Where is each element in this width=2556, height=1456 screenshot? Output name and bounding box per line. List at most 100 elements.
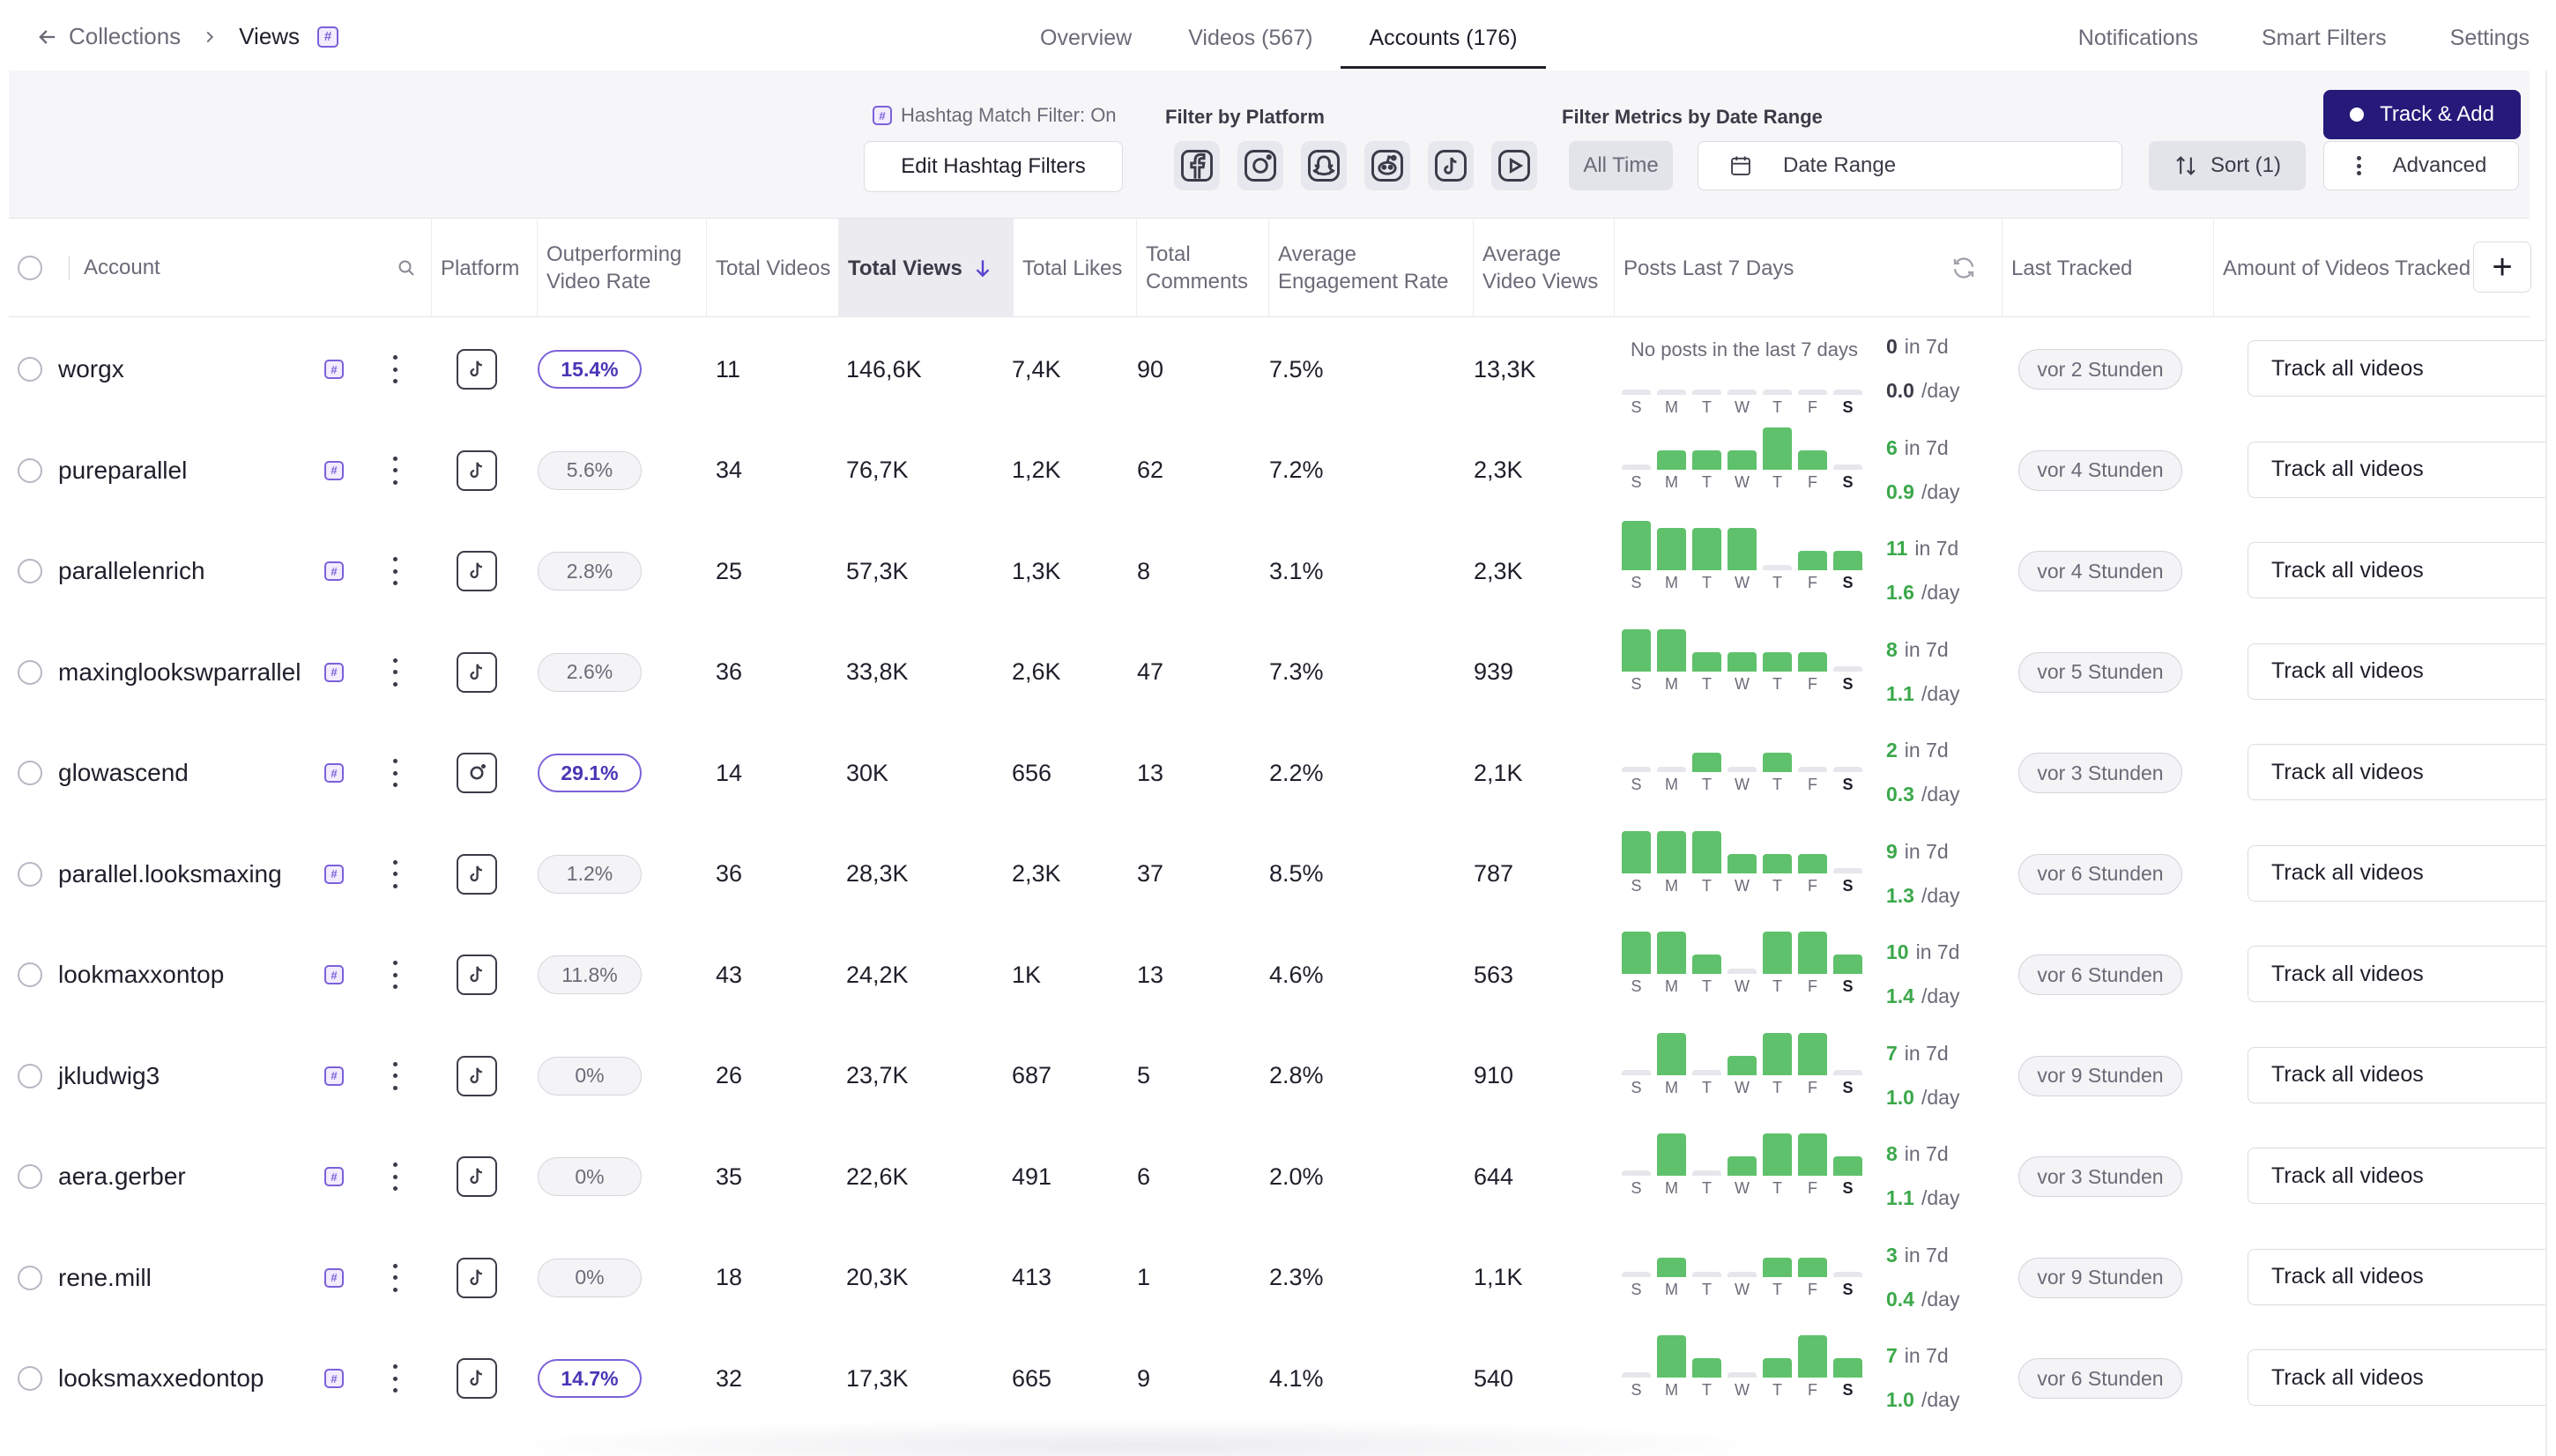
tab-overview[interactable]: Overview xyxy=(1040,26,1133,50)
header-amount-tracked[interactable]: Amount of Videos Tracked xyxy=(2223,256,2471,280)
header-total-videos[interactable]: Total Videos xyxy=(707,219,839,317)
header-avg-views[interactable]: Average Video Views xyxy=(1474,219,1615,317)
table-row[interactable]: lookmaxxontop #11.8% 43 24,2K 1K 13 4.6% 563 S M T… xyxy=(9,925,2547,1025)
vertical-scrollbar[interactable] xyxy=(2545,71,2547,1456)
hashtag-icon[interactable]: # xyxy=(324,864,344,884)
row-checkbox[interactable] xyxy=(18,962,42,987)
table-row[interactable]: parallelenrich #2.8% 25 57,3K 1,3K 8 3.1% 2,3K S… xyxy=(9,521,2547,621)
row-checkbox[interactable] xyxy=(18,357,42,382)
account-name[interactable]: maxinglookswparrallel xyxy=(58,657,301,686)
search-icon[interactable] xyxy=(396,257,417,279)
date-range-picker[interactable]: Date Range xyxy=(1698,141,2122,190)
track-all-videos-button[interactable]: Track all videos xyxy=(2248,340,2547,397)
header-total-likes[interactable]: Total Likes xyxy=(1014,219,1137,317)
account-name[interactable]: worgx xyxy=(58,355,124,383)
hashtag-icon[interactable]: # xyxy=(324,965,344,984)
table-row[interactable]: worgx #15.4% 11 146,6K 7,4K 90 7.5% 13,3K No pos… xyxy=(9,319,2547,420)
track-all-videos-button[interactable]: Track all videos xyxy=(2248,1148,2547,1204)
table-row[interactable]: looksmaxxedontop #14.7% 32 17,3K 665 9 4.1% 540… xyxy=(9,1328,2547,1429)
table-row[interactable]: aera.gerber #0% 35 22,6K 491 6 2.0% 644 S M T W T F S 8… xyxy=(9,1126,2547,1227)
table-row[interactable]: maxinglookswparrallel #2.6% 36 33,8K 2,6K 47 7… xyxy=(9,622,2547,723)
account-name[interactable]: aera.gerber xyxy=(58,1163,186,1190)
row-checkbox[interactable] xyxy=(18,761,42,785)
track-all-videos-button[interactable]: Track all videos xyxy=(2248,1349,2547,1406)
instagram-filter-button[interactable] xyxy=(1237,141,1283,190)
hashtag-icon[interactable]: # xyxy=(324,1167,344,1186)
table-row[interactable]: rene.mill #0% 18 20,3K 413 1 2.3% 1,1K S M T W T F S 3 i… xyxy=(9,1228,2547,1328)
more-vertical-icon[interactable] xyxy=(391,759,398,787)
header-avg-engagement[interactable]: Average Engagement Rate xyxy=(1269,219,1474,317)
row-checkbox[interactable] xyxy=(18,861,42,887)
hashtag-icon[interactable]: # xyxy=(324,360,344,379)
track-all-videos-button[interactable]: Track all videos xyxy=(2248,643,2547,700)
tab-accounts[interactable]: Accounts (176) xyxy=(1341,0,1546,69)
header-total-views[interactable]: Total Views xyxy=(839,219,1014,317)
tab-videos[interactable]: Videos (567) xyxy=(1188,26,1313,50)
more-vertical-icon[interactable] xyxy=(391,1061,398,1090)
more-vertical-icon[interactable] xyxy=(391,961,398,989)
hashtag-icon[interactable]: # xyxy=(324,460,344,480)
row-checkbox[interactable] xyxy=(18,1164,42,1189)
header-last-tracked[interactable]: Last Tracked xyxy=(2002,219,2214,317)
track-all-videos-button[interactable]: Track all videos xyxy=(2248,1046,2547,1103)
tiktok-filter-button[interactable] xyxy=(1428,141,1474,190)
track-add-button[interactable]: Track & Add xyxy=(2323,90,2521,139)
edit-hashtag-filters-button[interactable]: Edit Hashtag Filters xyxy=(864,141,1123,192)
youtube-filter-button[interactable] xyxy=(1491,141,1537,190)
header-account[interactable]: Account xyxy=(60,219,432,317)
facebook-filter-button[interactable] xyxy=(1174,141,1220,190)
table-row[interactable]: pureparallel #5.6% 34 76,7K 1,2K 62 7.2% 2,3K S M… xyxy=(9,420,2547,521)
row-checkbox[interactable] xyxy=(18,1265,42,1290)
account-name[interactable]: looksmaxxedontop xyxy=(58,1364,264,1392)
table-row[interactable]: glowascend #29.1% 14 30K 656 13 2.2% 2,1K S M T W T F… xyxy=(9,723,2547,823)
more-vertical-icon[interactable] xyxy=(391,657,398,687)
row-checkbox[interactable] xyxy=(18,1063,42,1088)
all-time-button[interactable]: All Time xyxy=(1569,141,1673,190)
account-name[interactable]: rene.mill xyxy=(58,1263,152,1291)
smart-filters-link[interactable]: Smart Filters xyxy=(2261,26,2387,50)
reddit-filter-button[interactable] xyxy=(1364,141,1410,190)
table-row[interactable]: parallel.looksmaxing #1.2% 36 28,3K 2,3K 37 8.… xyxy=(9,824,2547,925)
notifications-link[interactable]: Notifications xyxy=(2077,26,2198,50)
track-all-videos-button[interactable]: Track all videos xyxy=(2248,844,2547,902)
settings-link[interactable]: Settings xyxy=(2449,26,2530,50)
more-vertical-icon[interactable] xyxy=(391,456,398,485)
select-all-checkbox[interactable] xyxy=(18,256,42,280)
row-checkbox[interactable] xyxy=(18,1366,42,1391)
account-name[interactable]: jkludwig3 xyxy=(58,1061,160,1089)
hashtag-icon[interactable]: # xyxy=(324,1267,344,1288)
back-arrow-icon[interactable] xyxy=(35,25,60,49)
account-name[interactable]: glowascend xyxy=(58,759,189,786)
track-all-videos-button[interactable]: Track all videos xyxy=(2248,1248,2547,1305)
track-all-videos-button[interactable]: Track all videos xyxy=(2248,542,2547,598)
account-name[interactable]: parallelenrich xyxy=(58,557,205,584)
header-total-comments[interactable]: Total Comments xyxy=(1137,219,1269,317)
more-vertical-icon[interactable] xyxy=(391,1163,398,1191)
row-checkbox[interactable] xyxy=(18,457,42,483)
track-all-videos-button[interactable]: Track all videos xyxy=(2248,441,2547,498)
hashtag-icon[interactable]: # xyxy=(324,1369,344,1388)
more-vertical-icon[interactable] xyxy=(391,355,398,383)
header-posts-last-7[interactable]: Posts Last 7 Days xyxy=(1615,219,2002,317)
track-all-videos-button[interactable]: Track all videos xyxy=(2248,946,2547,1002)
more-vertical-icon[interactable] xyxy=(391,557,398,585)
hashtag-icon[interactable]: # xyxy=(324,662,344,682)
more-vertical-icon[interactable] xyxy=(391,1263,398,1292)
account-name[interactable]: parallel.looksmaxing xyxy=(58,859,282,888)
add-column-button[interactable]: + xyxy=(2473,241,2531,293)
sort-button[interactable]: Sort (1) xyxy=(2149,141,2306,190)
more-vertical-icon[interactable] xyxy=(391,1364,398,1393)
account-name[interactable]: pureparallel xyxy=(58,456,188,484)
table-row[interactable]: jkludwig3 #0% 26 23,7K 687 5 2.8% 910 S M T W T F S 7 in… xyxy=(9,1026,2547,1126)
refresh-icon[interactable] xyxy=(1950,255,1977,281)
hashtag-icon[interactable]: # xyxy=(324,1066,344,1086)
hashtag-icon[interactable]: # xyxy=(324,763,344,783)
hashtag-icon[interactable]: # xyxy=(324,561,344,581)
track-all-videos-button[interactable]: Track all videos xyxy=(2248,744,2547,800)
row-checkbox[interactable] xyxy=(18,559,42,583)
more-vertical-icon[interactable] xyxy=(391,859,398,888)
breadcrumb-collections[interactable]: Collections xyxy=(69,23,182,49)
advanced-button[interactable]: Advanced xyxy=(2323,141,2519,190)
account-name[interactable]: lookmaxxontop xyxy=(58,961,225,988)
snapchat-filter-button[interactable] xyxy=(1301,141,1347,190)
